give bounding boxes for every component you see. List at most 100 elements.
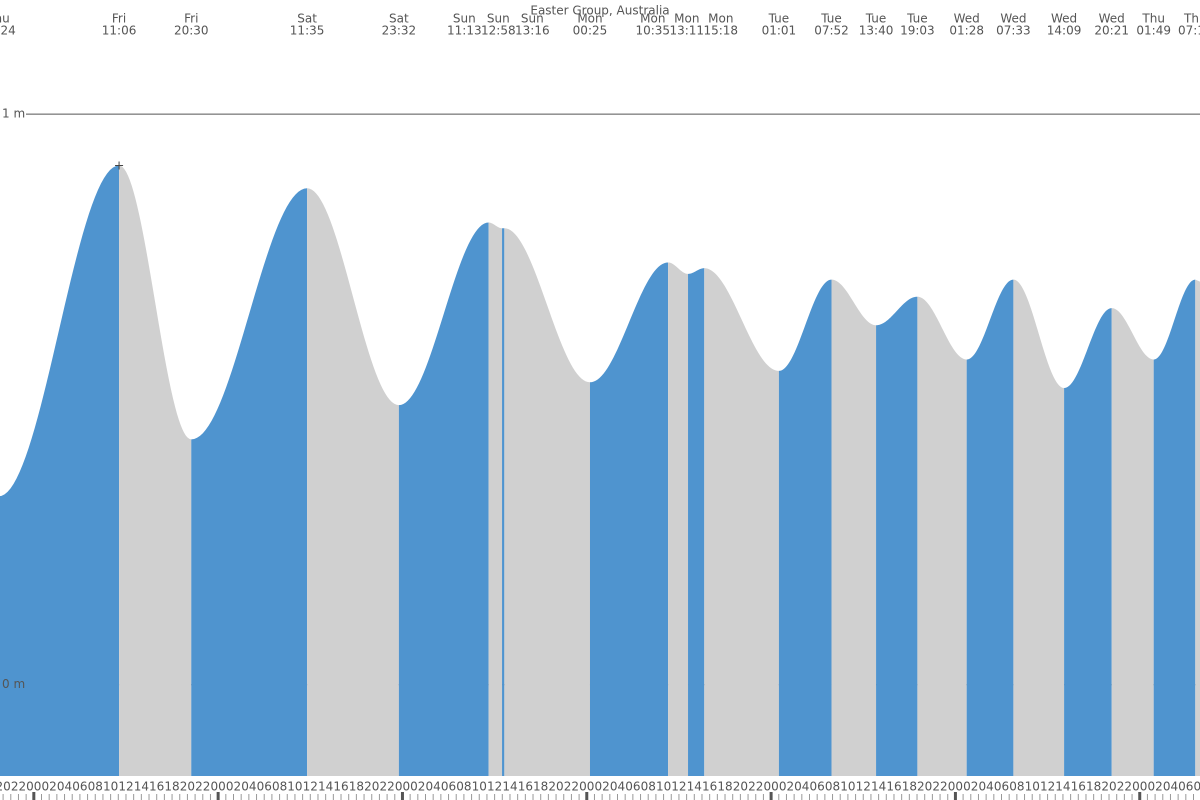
hour-label: 02 xyxy=(1147,780,1162,794)
event-time: 07:33 xyxy=(996,24,1031,38)
hour-label: 10 xyxy=(103,780,118,794)
hour-label: 02 xyxy=(410,780,425,794)
hour-label: 16 xyxy=(1071,780,1086,794)
hour-label: 08 xyxy=(1194,780,1200,794)
hour-label: 14 xyxy=(687,780,702,794)
hour-label: 08 xyxy=(1009,780,1024,794)
event-day: Wed xyxy=(1000,12,1026,26)
hour-label: 12 xyxy=(1040,780,1055,794)
hour-label: 18 xyxy=(349,780,364,794)
event-day: Thu xyxy=(1141,12,1165,26)
hour-label: 20 xyxy=(1101,780,1116,794)
hour-label: 06 xyxy=(72,780,87,794)
event-day: Sun xyxy=(487,12,510,26)
falling-area xyxy=(831,279,877,776)
falling-area xyxy=(1111,308,1154,776)
hour-label: 08 xyxy=(825,780,840,794)
rising-area xyxy=(1064,308,1112,776)
hour-label: 00 xyxy=(395,780,410,794)
hour-label: 14 xyxy=(1055,780,1070,794)
hour-label: 14 xyxy=(871,780,886,794)
hour-label: 06 xyxy=(994,780,1009,794)
hour-label: 18 xyxy=(164,780,179,794)
hour-label: 02 xyxy=(226,780,241,794)
hour-label: 00 xyxy=(1132,780,1147,794)
hour-label: 12 xyxy=(118,780,133,794)
hour-label: 10 xyxy=(656,780,671,794)
hour-label: 12 xyxy=(303,780,318,794)
hour-label: 22 xyxy=(195,780,210,794)
hour-label: 04 xyxy=(794,780,809,794)
event-day: Fri xyxy=(184,12,198,26)
hour-label: 08 xyxy=(641,780,656,794)
event-day: Mon xyxy=(640,12,665,26)
hour-label: 02 xyxy=(42,780,57,794)
falling-area xyxy=(1013,279,1065,776)
hour-label: 18 xyxy=(902,780,917,794)
event-time: 23:32 xyxy=(382,24,417,38)
rising-area xyxy=(688,268,705,776)
hour-label: 04 xyxy=(57,780,72,794)
max-marker xyxy=(115,161,124,170)
event-time: 15:18 xyxy=(703,24,738,38)
hour-label: 00 xyxy=(579,780,594,794)
event-day: Mon xyxy=(708,12,733,26)
hour-label: 22 xyxy=(748,780,763,794)
hour-label: 00 xyxy=(948,780,963,794)
hour-label: 20 xyxy=(364,780,379,794)
hour-label: 12 xyxy=(487,780,502,794)
event-day: Tue xyxy=(768,12,790,26)
event-day: Tue xyxy=(865,12,887,26)
hour-label: 20 xyxy=(733,780,748,794)
hour-label: 06 xyxy=(1178,780,1193,794)
event-day: Sun xyxy=(453,12,476,26)
falling-area xyxy=(504,228,590,776)
event-day: Thu xyxy=(1183,12,1200,26)
falling-area xyxy=(704,268,779,776)
hour-label: 08 xyxy=(272,780,287,794)
event-day: Sat xyxy=(297,12,317,26)
y-tick-label: 0 m xyxy=(2,677,25,691)
hour-label: 04 xyxy=(978,780,993,794)
event-time: 11:06 xyxy=(102,24,137,38)
hour-label: 16 xyxy=(886,780,901,794)
event-day: Sun xyxy=(521,12,544,26)
event-time: 00:25 xyxy=(573,24,608,38)
event-time: 13:40 xyxy=(859,24,894,38)
event-time: 20:21 xyxy=(1094,24,1129,38)
event-time: 07:52 xyxy=(814,24,849,38)
hour-label: 06 xyxy=(257,780,272,794)
hour-label: 20 xyxy=(548,780,563,794)
event-time: 11:35 xyxy=(290,24,325,38)
hour-label: 06 xyxy=(810,780,825,794)
event-time: 01:01 xyxy=(762,24,797,38)
hour-label: 14 xyxy=(318,780,333,794)
chart-title: Easter Group, Australia xyxy=(530,4,669,18)
hour-label: 20 xyxy=(917,780,932,794)
hour-label: 14 xyxy=(134,780,149,794)
event-day: Wed xyxy=(954,12,980,26)
y-tick-label: 1 m xyxy=(2,107,25,121)
hour-label: 16 xyxy=(333,780,348,794)
falling-area xyxy=(307,188,399,776)
rising-area xyxy=(589,262,669,776)
hour-label: 18 xyxy=(1086,780,1101,794)
hour-label: 02 xyxy=(594,780,609,794)
hour-label: 06 xyxy=(625,780,640,794)
falling-area xyxy=(1195,279,1200,776)
hour-label: 20 xyxy=(180,780,195,794)
hour-label: 22 xyxy=(11,780,26,794)
event-time: 13:16 xyxy=(515,24,550,38)
hour-label: 22 xyxy=(1117,780,1132,794)
hour-label: 04 xyxy=(1163,780,1178,794)
event-day: Thu xyxy=(0,12,10,26)
hour-label: 02 xyxy=(963,780,978,794)
event-time: 19:03 xyxy=(900,24,935,38)
hour-label: 16 xyxy=(149,780,164,794)
hour-label: 18 xyxy=(533,780,548,794)
event-time: 10:35 xyxy=(635,24,670,38)
rising-area xyxy=(191,188,308,776)
hour-label: 18 xyxy=(717,780,732,794)
hour-label: 16 xyxy=(702,780,717,794)
